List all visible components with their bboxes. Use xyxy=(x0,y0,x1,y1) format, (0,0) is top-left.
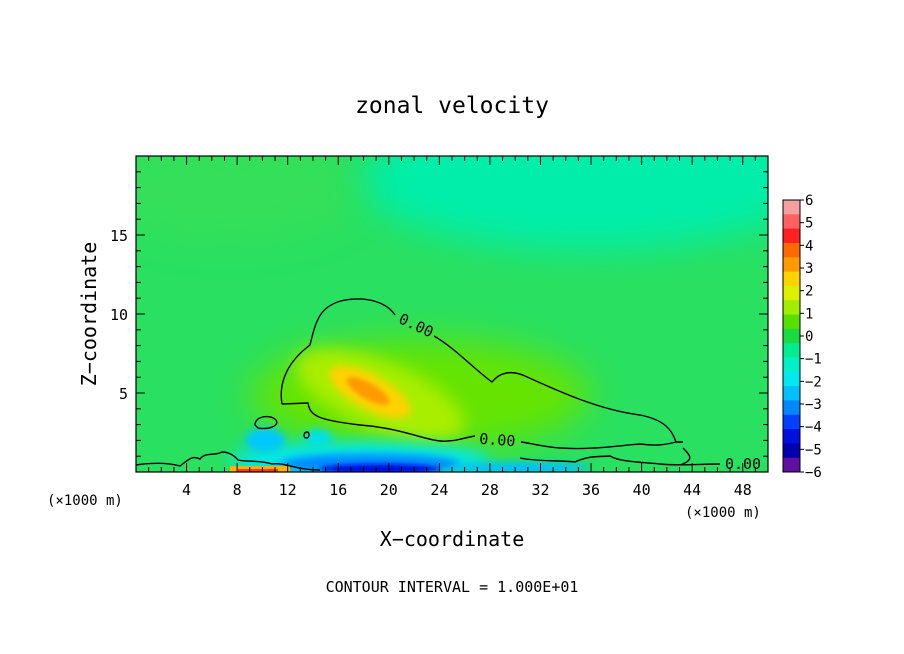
colorbar-swatch xyxy=(783,300,800,315)
colorbar-label: 3 xyxy=(805,261,813,277)
y-axis-label: Z−coordinate xyxy=(77,242,101,387)
x-tick-label: 28 xyxy=(481,481,499,499)
colorbar-swatch xyxy=(783,271,800,287)
x-tick-label: 48 xyxy=(734,481,752,499)
x-axis-label: X−coordinate xyxy=(380,527,525,551)
x-tick-label: 4 xyxy=(182,481,191,499)
x-tick-label: 32 xyxy=(531,481,549,499)
colorbar-swatch xyxy=(783,200,800,215)
colorbar-swatch xyxy=(783,443,800,459)
colorbar-swatch xyxy=(783,242,800,258)
colorbar-swatch xyxy=(783,414,800,430)
colorbar-swatch xyxy=(783,429,800,444)
surface-negative-deep xyxy=(320,464,440,472)
colorbar-label: −5 xyxy=(805,442,822,458)
colorbar-label: 2 xyxy=(805,284,813,300)
x-tick-labels: 4 8 12 16 20 24 28 32 36 40 44 48 xyxy=(182,481,752,499)
colorbar-swatch xyxy=(783,457,800,473)
contour-label: 0.00 xyxy=(479,430,516,450)
colorbar-swatch xyxy=(783,285,800,301)
colorbar-label: 0 xyxy=(805,329,813,345)
colorbar-swatch xyxy=(783,328,800,344)
x-unit-label-right: (×1000 m) xyxy=(685,505,761,521)
colorbar-label: −3 xyxy=(805,397,822,413)
x-tick-label: 44 xyxy=(683,481,701,499)
x-tick-label: 20 xyxy=(380,481,398,499)
upper-negative-region xyxy=(360,156,768,250)
x-tick-label: 8 xyxy=(233,481,242,499)
colorbar-label: 4 xyxy=(805,238,813,254)
colorbar-label: −6 xyxy=(805,465,822,481)
colorbar-swatch xyxy=(783,400,800,416)
colorbar-label: 5 xyxy=(805,216,813,232)
small-negative-center xyxy=(304,429,332,447)
main-zero-contour xyxy=(280,298,691,466)
colorbar-swatch xyxy=(783,257,800,272)
colorbar-label: 1 xyxy=(805,306,813,322)
y-tick-label: 10 xyxy=(110,306,128,324)
colorbar-label: −4 xyxy=(805,420,822,436)
y-tick-label: 5 xyxy=(119,385,128,403)
colorbar-swatch xyxy=(783,228,800,244)
heatmap-field xyxy=(136,156,768,472)
colorbar-label: −2 xyxy=(805,374,822,390)
colorbar-swatch xyxy=(783,343,800,358)
x-tick-label: 12 xyxy=(279,481,297,499)
contour-interval-note: CONTOUR INTERVAL = 1.000E+01 xyxy=(326,578,579,596)
x-tick-label: 24 xyxy=(430,481,448,499)
surface-positive-red xyxy=(238,469,278,472)
x-tick-label: 36 xyxy=(582,481,600,499)
colorbar-swatch xyxy=(783,386,800,401)
colorbar-swatch xyxy=(783,214,800,230)
small-loop-contour-2 xyxy=(303,431,310,439)
colorbar-swatch xyxy=(783,314,800,330)
colorbar-label: −1 xyxy=(805,352,822,368)
y-tick-labels: 5 10 15 xyxy=(110,227,128,403)
x-unit-label-left: (×1000 m) xyxy=(47,493,123,509)
positive-core xyxy=(346,377,390,405)
colorbar-labels: 6 5 4 3 2 1 0 −1 −2 −3 −4 −5 −6 xyxy=(805,193,822,481)
surface-negative-right xyxy=(450,462,590,472)
upper-left-region xyxy=(136,156,360,240)
x-tick-label: 16 xyxy=(329,481,347,499)
y-tick-label: 15 xyxy=(110,227,128,245)
colorbar-label: 6 xyxy=(805,193,813,209)
colorbar-swatch xyxy=(783,371,800,387)
small-negative-left xyxy=(245,428,285,452)
x-tick-label: 40 xyxy=(633,481,651,499)
chart-title: zonal velocity xyxy=(355,93,549,119)
axis-ticks xyxy=(136,156,768,472)
colorbar-swatch xyxy=(783,357,800,373)
small-loop-contour xyxy=(254,415,278,430)
zero-contours xyxy=(136,298,721,471)
colorbar xyxy=(782,199,804,473)
surface-zero-contour xyxy=(136,451,721,471)
